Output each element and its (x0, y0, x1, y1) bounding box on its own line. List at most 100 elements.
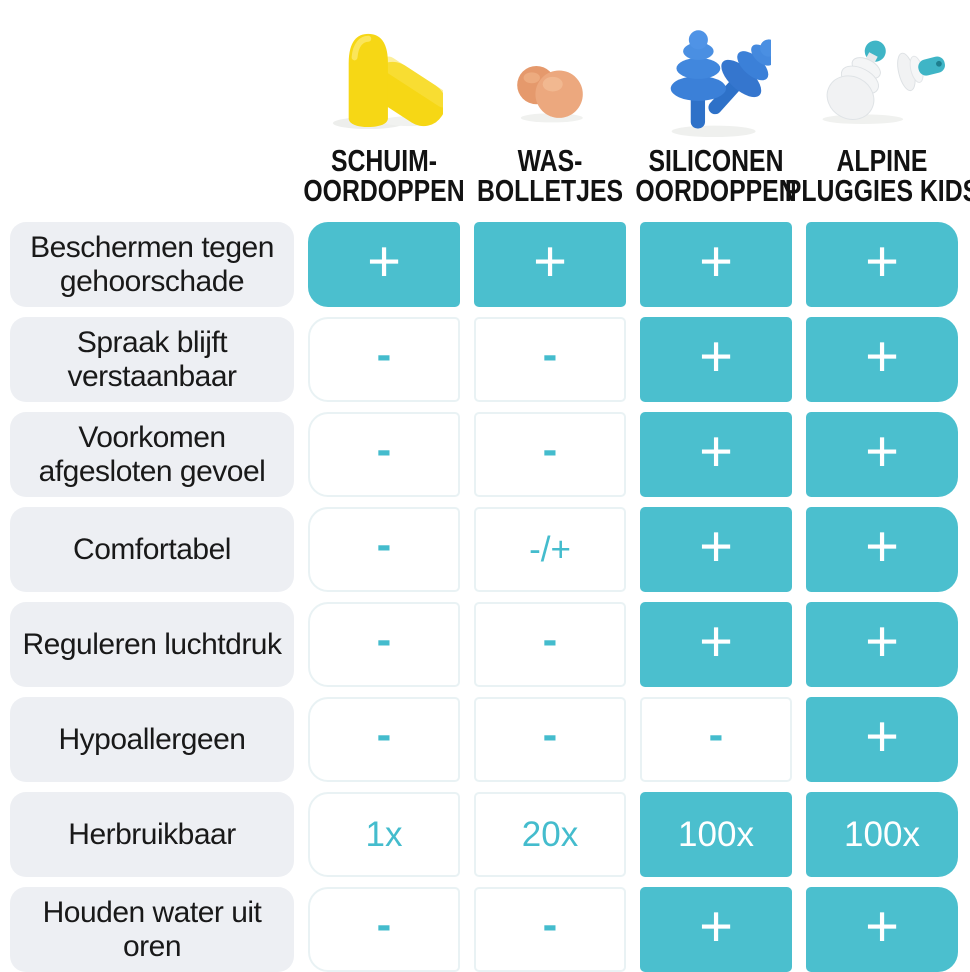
cell-comfortabel-alpine: + (806, 507, 958, 592)
cell-value: - (376, 709, 392, 759)
row-label: Beschermen tegen gehoorschade (10, 222, 294, 307)
cell-value: 20x (521, 815, 579, 854)
cell-value: + (865, 893, 899, 959)
cell-spraak-siliconen: + (640, 317, 792, 402)
cell-hypoallergeen-siliconen: - (640, 697, 792, 782)
row-label: Houden water uit oren (10, 887, 294, 972)
foam-plug-lying (370, 56, 443, 127)
cell-water-schuim: - (308, 887, 460, 972)
silicone-earplugs-image (670, 30, 771, 138)
alpine-plug-right (897, 52, 945, 92)
cell-herbruikbaar-was: 20x (474, 792, 626, 877)
silicone-plug-upright (670, 30, 727, 129)
cell-gehoorschade-alpine: + (806, 222, 958, 307)
cell-value: - (542, 424, 558, 474)
table-header: SCHUIM- OORDOPPEN WAS- BOLLETJES (10, 0, 970, 212)
cell-value: - (376, 614, 392, 664)
cell-gehoorschade-schuim: + (308, 222, 460, 307)
cell-value: - (376, 519, 392, 569)
cell-value: + (865, 513, 899, 579)
header-cell-siliconen-oordoppen: SILICONEN OORDOPPEN (635, 0, 797, 212)
cell-value: - (376, 329, 392, 379)
header-cell-schuim-oordoppen: SCHUIM- OORDOPPEN (303, 0, 465, 212)
alpine-plug-left (826, 40, 886, 120)
row-houden-water-uit-oren: Houden water uit oren - - + + (10, 887, 970, 972)
row-beschermen-tegen-gehoorschade: Beschermen tegen gehoorschade + + + + (10, 222, 970, 307)
cell-value: 100x (678, 815, 754, 854)
column-title-alpine-pluggies-kids: ALPINE PLUGGIES KIDS (784, 142, 970, 208)
cell-value: - (376, 424, 392, 474)
cell-water-siliconen: + (640, 887, 792, 972)
cell-value: - (542, 329, 558, 379)
cell-luchtdruk-siliconen: + (640, 602, 792, 687)
row-spraak-blijft-verstaanbaar: Spraak blijft verstaanbaar - - + + (10, 317, 970, 402)
cell-herbruikbaar-alpine: 100x (806, 792, 958, 877)
cell-value: - (542, 614, 558, 664)
cell-value: - (542, 899, 558, 949)
cell-value: 1x (365, 815, 403, 854)
wax-ball-front (535, 70, 583, 118)
cell-comfortabel-was: -/+ (474, 507, 626, 592)
row-label: Herbruikbaar (10, 792, 294, 877)
cell-value: + (699, 418, 733, 484)
row-label: Spraak blijft verstaanbaar (10, 317, 294, 402)
cell-value: + (699, 228, 733, 294)
row-reguleren-luchtdruk: Reguleren luchtdruk - - + + (10, 602, 970, 687)
cell-herbruikbaar-schuim: 1x (308, 792, 460, 877)
alpine-pluggies-kids-image (822, 40, 945, 124)
cell-comfortabel-siliconen: + (640, 507, 792, 592)
cell-water-was: - (474, 887, 626, 972)
cell-luchtdruk-schuim: - (308, 602, 460, 687)
row-herbruikbaar: Herbruikbaar 1x 20x 100x 100x (10, 792, 970, 877)
row-label: Comfortabel (10, 507, 294, 592)
row-hypoallergeen: Hypoallergeen - - - + (10, 697, 970, 782)
header-spacer (10, 0, 294, 212)
cell-gehoorschade-siliconen: + (640, 222, 792, 307)
cell-afgesloten-siliconen: + (640, 412, 792, 497)
cell-luchtdruk-was: - (474, 602, 626, 687)
silicone-plug-tilted (708, 39, 771, 115)
row-label: Voorkomen afgesloten gevoel (10, 412, 294, 497)
cell-value: - (542, 709, 558, 759)
cell-afgesloten-was: - (474, 412, 626, 497)
cell-value: - (376, 899, 392, 949)
cell-afgesloten-schuim: - (308, 412, 460, 497)
cell-water-alpine: + (806, 887, 958, 972)
cell-value: 100x (844, 815, 920, 854)
wax-balls-image (517, 65, 583, 123)
cell-comfortabel-schuim: - (308, 507, 460, 592)
cell-hypoallergeen-was: - (474, 697, 626, 782)
cell-hypoallergeen-alpine: + (806, 697, 958, 782)
column-title-siliconen-oordoppen: SILICONEN OORDOPPEN (635, 142, 797, 208)
cell-value: + (699, 893, 733, 959)
row-label: Reguleren luchtdruk (10, 602, 294, 687)
column-title-schuim-oordoppen: SCHUIM- OORDOPPEN (303, 142, 465, 208)
cell-herbruikbaar-siliconen: 100x (640, 792, 792, 877)
row-label: Hypoallergeen (10, 697, 294, 782)
row-comfortabel: Comfortabel - -/+ + + (10, 507, 970, 592)
cell-value: + (367, 228, 401, 294)
cell-value: + (865, 418, 899, 484)
foam-plug-standing (348, 33, 388, 128)
cell-spraak-alpine: + (806, 317, 958, 402)
cell-value: - (708, 709, 724, 759)
header-cell-wasbolletjes: WAS- BOLLETJES (474, 0, 626, 212)
cell-value: + (865, 608, 899, 674)
cell-value: + (865, 323, 899, 389)
cell-luchtdruk-alpine: + (806, 602, 958, 687)
cell-spraak-schuim: - (308, 317, 460, 402)
cell-value: -/+ (529, 530, 571, 569)
column-title-wasbolletjes: WAS- BOLLETJES (476, 142, 624, 208)
cell-value: + (699, 608, 733, 674)
cell-value: + (699, 323, 733, 389)
cell-value: + (533, 228, 567, 294)
cell-afgesloten-alpine: + (806, 412, 958, 497)
header-cell-alpine-pluggies-kids: ALPINE PLUGGIES KIDS (785, 0, 970, 212)
cell-spraak-was: - (474, 317, 626, 402)
cell-value: + (865, 228, 899, 294)
cell-value: + (699, 513, 733, 579)
row-voorkomen-afgesloten-gevoel: Voorkomen afgesloten gevoel - - + + (10, 412, 970, 497)
cell-hypoallergeen-schuim: - (308, 697, 460, 782)
cell-gehoorschade-was: + (474, 222, 626, 307)
foam-earplugs-image (332, 33, 443, 130)
